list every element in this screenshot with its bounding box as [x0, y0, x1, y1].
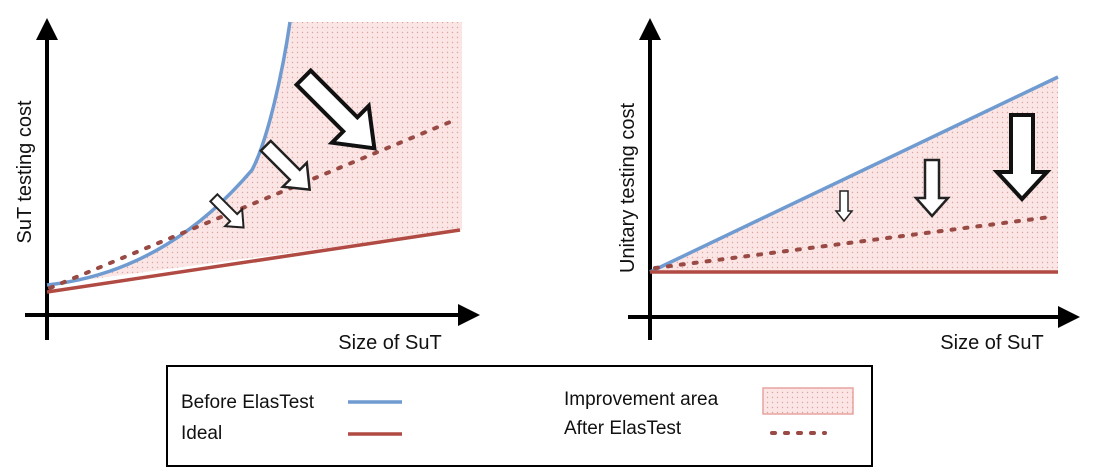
right-x-axis-arrowhead: [1058, 306, 1080, 328]
legend-improvement-swatch: [762, 387, 854, 415]
right-x-axis-label: Size of SuT: [940, 332, 1043, 354]
arrow-icon: [259, 139, 312, 192]
arrow-icon: [208, 192, 245, 229]
arrow-icon: [992, 113, 1052, 202]
left-before-elastest-line: [46, 21, 292, 287]
legend-ideal-label: Ideal: [181, 423, 222, 444]
left-chart: SuT testing cost Size of SuT: [14, 18, 480, 354]
arrow-icon: [834, 190, 854, 223]
left-x-axis-label: Size of SuT: [338, 332, 441, 354]
left-y-axis-label: SuT testing cost: [14, 100, 36, 243]
right-after-elastest-line: [653, 215, 1052, 270]
right-y-axis-arrowhead: [639, 18, 661, 40]
right-chart: Unitary testing cost Size of SuT: [617, 18, 1080, 354]
legend-after-label: After ElasTest: [564, 418, 682, 439]
legend-improvement-label: Improvement area: [564, 389, 719, 410]
legend-before-label: Before ElasTest: [181, 392, 315, 413]
left-ideal-line: [46, 228, 461, 294]
left-x-axis-arrowhead: [458, 304, 480, 326]
arrow-icon: [293, 67, 377, 151]
legend-box: [166, 365, 873, 467]
left-improvement-area: [47, 22, 462, 285]
right-y-axis-label: Unitary testing cost: [617, 103, 639, 274]
legend: Before ElasTest Ideal Improvement area A…: [166, 365, 873, 467]
right-before-elastest-line: [649, 75, 1059, 274]
arrow-icon: [913, 158, 951, 218]
left-y-axis-arrowhead: [36, 18, 58, 40]
